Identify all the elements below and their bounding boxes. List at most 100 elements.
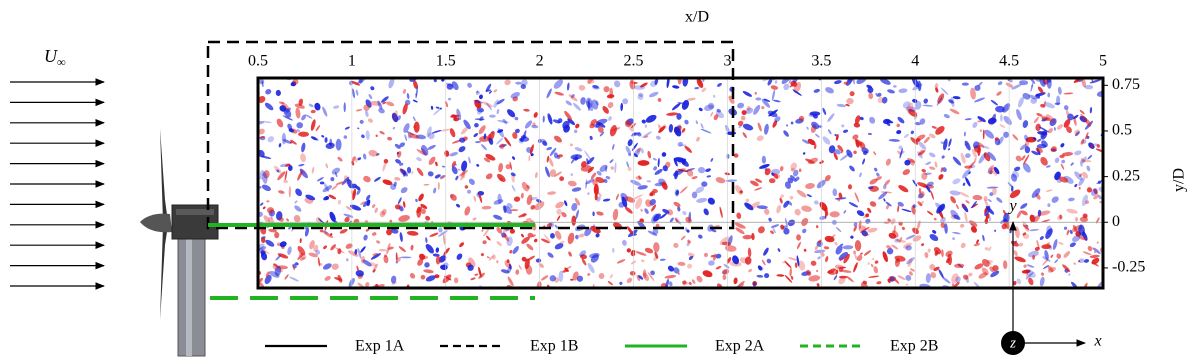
vorticity-blob <box>1013 250 1018 257</box>
vorticity-blob <box>673 126 682 137</box>
vorticity-blob <box>322 106 328 117</box>
vorticity-blob <box>363 104 370 111</box>
vorticity-blob <box>723 263 730 269</box>
vorticity-blob <box>713 114 719 121</box>
vorticity-blob <box>888 139 900 142</box>
vorticity-blob <box>262 172 268 184</box>
vorticity-blob <box>309 240 315 250</box>
vorticity-blob <box>716 108 721 113</box>
vorticity-blob <box>1067 113 1074 121</box>
vorticity-blob <box>497 129 504 133</box>
vorticity-blob <box>496 98 505 105</box>
vorticity-blob <box>877 97 884 104</box>
vorticity-blob <box>661 181 668 190</box>
vorticity-blob <box>526 243 534 251</box>
vorticity-blob <box>288 276 299 282</box>
vorticity-blob <box>304 227 309 237</box>
vorticity-blob <box>455 175 459 181</box>
vorticity-blob <box>732 255 740 265</box>
vorticity-blob <box>715 265 722 270</box>
vorticity-blob <box>715 177 726 184</box>
vorticity-blob <box>983 196 988 202</box>
vorticity-blob <box>987 117 997 125</box>
vorticity-blob <box>299 169 306 175</box>
x-tick-label: 2 <box>536 53 544 70</box>
vorticity-blob <box>349 204 362 211</box>
vorticity-blob <box>593 183 599 196</box>
vorticity-blob <box>261 80 264 88</box>
vorticity-blob <box>960 242 966 249</box>
vorticity-blob <box>710 111 714 117</box>
vorticity-blob <box>546 88 552 99</box>
vorticity-blob <box>412 99 418 103</box>
vorticity-blob <box>1063 226 1068 230</box>
vorticity-blob <box>676 113 682 120</box>
vorticity-blob <box>1022 224 1030 230</box>
vorticity-blob <box>554 91 564 96</box>
vorticity-blob <box>633 153 638 158</box>
y-tick-label: 0.5 <box>1112 122 1132 139</box>
vorticity-blob <box>917 201 923 207</box>
vorticity-blob <box>572 271 579 281</box>
vorticity-blob <box>860 252 863 255</box>
vorticity-blob <box>1045 114 1056 123</box>
vorticity-blob <box>653 255 659 261</box>
vorticity-blob <box>1060 163 1065 170</box>
vorticity-blob <box>774 80 778 84</box>
vorticity-blob <box>874 260 879 264</box>
vorticity-blob <box>260 250 266 255</box>
vorticity-blob <box>453 117 460 122</box>
vorticity-blob <box>1069 229 1073 235</box>
vorticity-blob <box>1074 171 1083 181</box>
vorticity-blob <box>267 136 275 143</box>
vorticity-blob <box>602 106 609 114</box>
vorticity-blob <box>1049 118 1057 126</box>
vorticity-blob <box>381 208 387 216</box>
vorticity-blob <box>1084 84 1094 90</box>
vorticity-blob <box>805 183 815 189</box>
vorticity-blob <box>846 98 854 105</box>
vorticity-blob <box>394 177 401 181</box>
vorticity-blob <box>711 228 717 233</box>
vorticity-blob <box>984 247 989 251</box>
vorticity-blob <box>451 114 457 118</box>
vorticity-blob <box>953 214 961 220</box>
vorticity-blob <box>612 144 615 150</box>
vorticity-blob <box>315 124 321 132</box>
vorticity-blob <box>910 268 915 272</box>
vorticity-blob <box>456 253 463 260</box>
vorticity-blob <box>599 164 608 172</box>
vorticity-blob <box>555 201 564 209</box>
vorticity-blob <box>488 90 492 94</box>
vorticity-blob <box>435 255 441 265</box>
vorticity-blob <box>881 96 888 104</box>
vorticity-blob <box>854 239 862 252</box>
vorticity-blob <box>520 83 526 90</box>
vorticity-blob <box>1070 162 1074 166</box>
vorticity-blob <box>1045 228 1053 239</box>
vorticity-blob <box>789 267 792 277</box>
vorticity-blob <box>659 258 666 261</box>
vorticity-blob <box>515 81 522 85</box>
vorticity-blob <box>944 223 948 234</box>
vorticity-blob <box>953 263 965 268</box>
vorticity-blob <box>265 271 270 278</box>
vorticity-blob <box>742 234 753 240</box>
vorticity-blob <box>378 249 387 252</box>
vorticity-blob <box>425 275 436 282</box>
vorticity-blob <box>717 82 722 87</box>
vorticity-blob <box>776 205 782 214</box>
vorticity-blob <box>671 102 681 111</box>
vorticity-blob <box>882 184 887 190</box>
vorticity-blob <box>905 245 912 251</box>
vorticity-blob <box>704 104 714 111</box>
vorticity-blob <box>595 176 605 183</box>
vorticity-blob <box>824 207 829 216</box>
vorticity-blob <box>419 253 426 260</box>
vorticity-blob <box>368 149 378 157</box>
vorticity-blob <box>378 108 385 114</box>
vorticity-blob <box>278 190 285 194</box>
vorticity-blob <box>897 201 904 207</box>
vorticity-blob <box>258 128 265 135</box>
vorticity-blob <box>507 276 514 287</box>
